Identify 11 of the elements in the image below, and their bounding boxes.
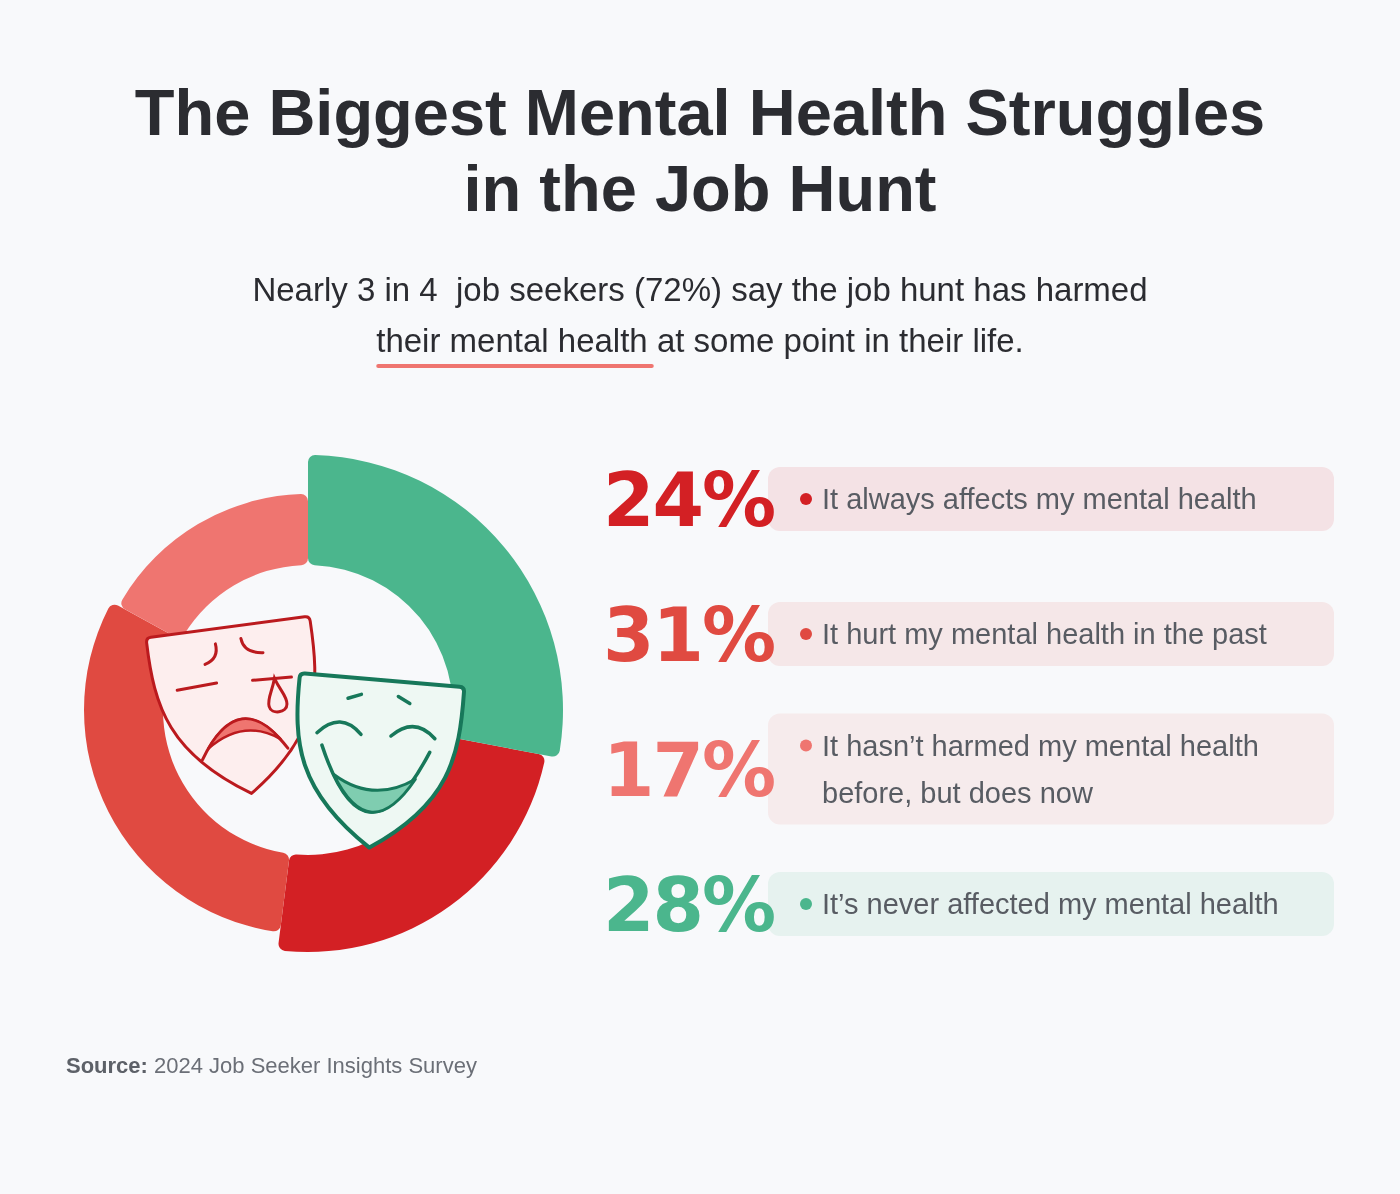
legend-label: It’s never affected my mental health (822, 888, 1279, 920)
chart-subtitle: Nearly 3 in 4 job seekers (72%) say the job hunt has harmed their mental health at some point in their life. (252, 271, 1148, 359)
data-label: 24% (603, 457, 775, 543)
source-note: Source: 2024 Job Seeker Insights Survey (66, 1053, 477, 1078)
legend-label: It hurt my mental health in the past (822, 618, 1267, 650)
data-label: 17% (603, 727, 775, 813)
legend-label: It always affects my mental health (822, 483, 1257, 515)
chart-title: The Biggest Mental Health Struggles in the Job Hunt (134, 76, 1266, 225)
data-label: 28% (603, 862, 775, 948)
legend-label: It hasn’t harmed my mental health before, but does now (822, 729, 1259, 809)
data-label: 31% (603, 592, 775, 678)
